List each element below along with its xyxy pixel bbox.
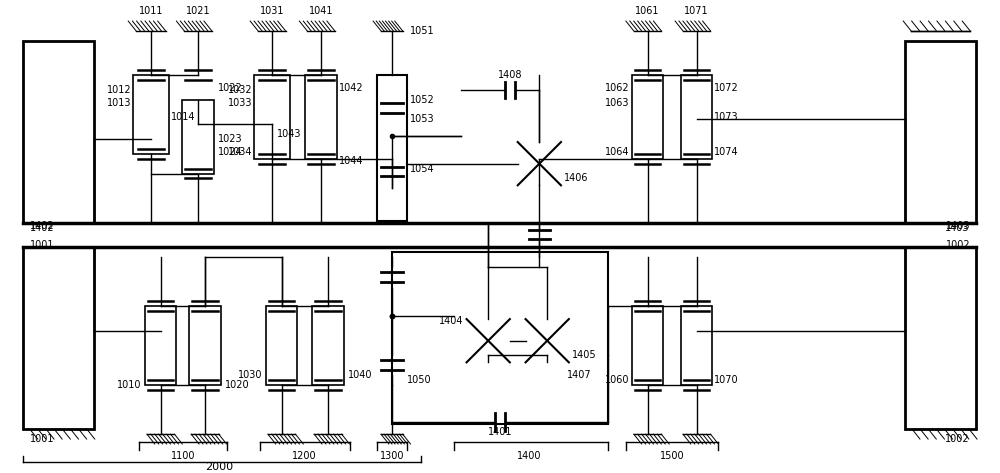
Text: 1043: 1043	[277, 129, 301, 139]
Text: 1001: 1001	[30, 240, 54, 250]
Bar	[23, 41, 94, 223]
Text: 1403: 1403	[946, 220, 970, 231]
Bar	[189, 307, 221, 385]
Text: 1044: 1044	[339, 156, 363, 166]
Text: 1074: 1074	[714, 147, 739, 157]
Text: 1403: 1403	[945, 223, 969, 233]
Text: 1073: 1073	[714, 113, 739, 123]
Bar	[905, 41, 976, 223]
Text: 1200: 1200	[292, 451, 317, 461]
Text: 1013: 1013	[107, 98, 131, 108]
Bar	[254, 75, 290, 159]
Text: 1042: 1042	[339, 83, 363, 93]
Bar	[392, 252, 608, 424]
Text: 1072: 1072	[714, 83, 739, 93]
Text: 1400: 1400	[517, 451, 542, 461]
Text: 1014: 1014	[171, 113, 195, 123]
Bar	[23, 247, 94, 429]
Text: 1041: 1041	[309, 6, 333, 16]
Bar	[145, 307, 176, 385]
Text: 1002: 1002	[945, 434, 969, 444]
Text: 1070: 1070	[714, 375, 739, 385]
Bar	[266, 307, 297, 385]
Text: 1002: 1002	[946, 240, 970, 250]
Text: 1011: 1011	[139, 6, 163, 16]
Bar	[377, 75, 407, 221]
Bar	[905, 247, 976, 429]
Text: 1033: 1033	[228, 98, 252, 108]
Text: 1030: 1030	[237, 370, 262, 380]
Text: 1406: 1406	[564, 174, 588, 184]
Text: 1063: 1063	[605, 98, 630, 108]
Text: 1100: 1100	[171, 451, 195, 461]
Text: 1401: 1401	[488, 427, 512, 437]
Text: 1051: 1051	[410, 26, 434, 36]
Bar	[182, 100, 214, 174]
Bar	[312, 307, 344, 385]
Bar	[305, 75, 337, 159]
Text: 1500: 1500	[660, 451, 684, 461]
Text: 1034: 1034	[228, 147, 252, 157]
Text: 1031: 1031	[260, 6, 284, 16]
Text: 1071: 1071	[684, 6, 709, 16]
Text: 1023: 1023	[218, 134, 242, 144]
Text: 1012: 1012	[107, 85, 131, 95]
Bar	[632, 307, 663, 385]
Text: 1407: 1407	[567, 370, 592, 380]
Text: 2000: 2000	[206, 462, 234, 472]
Text: 1402: 1402	[30, 223, 54, 233]
Text: 1054: 1054	[410, 164, 434, 174]
Text: 1040: 1040	[348, 370, 372, 380]
Text: 1300: 1300	[380, 451, 404, 461]
Text: 1064: 1064	[605, 147, 630, 157]
Text: 1032: 1032	[228, 85, 252, 95]
Text: 1062: 1062	[605, 83, 630, 93]
Text: 1052: 1052	[410, 95, 434, 105]
Text: 1010: 1010	[117, 380, 141, 390]
Text: 1061: 1061	[635, 6, 660, 16]
Text: 1001: 1001	[30, 434, 54, 444]
Text: 1020: 1020	[225, 380, 249, 390]
Text: 1408: 1408	[498, 70, 522, 80]
Text: 1053: 1053	[410, 114, 434, 124]
Text: 1024: 1024	[218, 147, 242, 157]
Text: 1404: 1404	[439, 316, 464, 326]
Bar	[632, 75, 663, 159]
Text: 1060: 1060	[605, 375, 630, 385]
Text: 1405: 1405	[572, 350, 596, 360]
Text: 1022: 1022	[218, 83, 242, 93]
Text: 1050: 1050	[407, 375, 431, 385]
Bar	[133, 75, 169, 154]
Bar	[681, 75, 712, 159]
Bar	[681, 307, 712, 385]
Text: 1021: 1021	[186, 6, 210, 16]
Text: 1402: 1402	[30, 220, 54, 231]
